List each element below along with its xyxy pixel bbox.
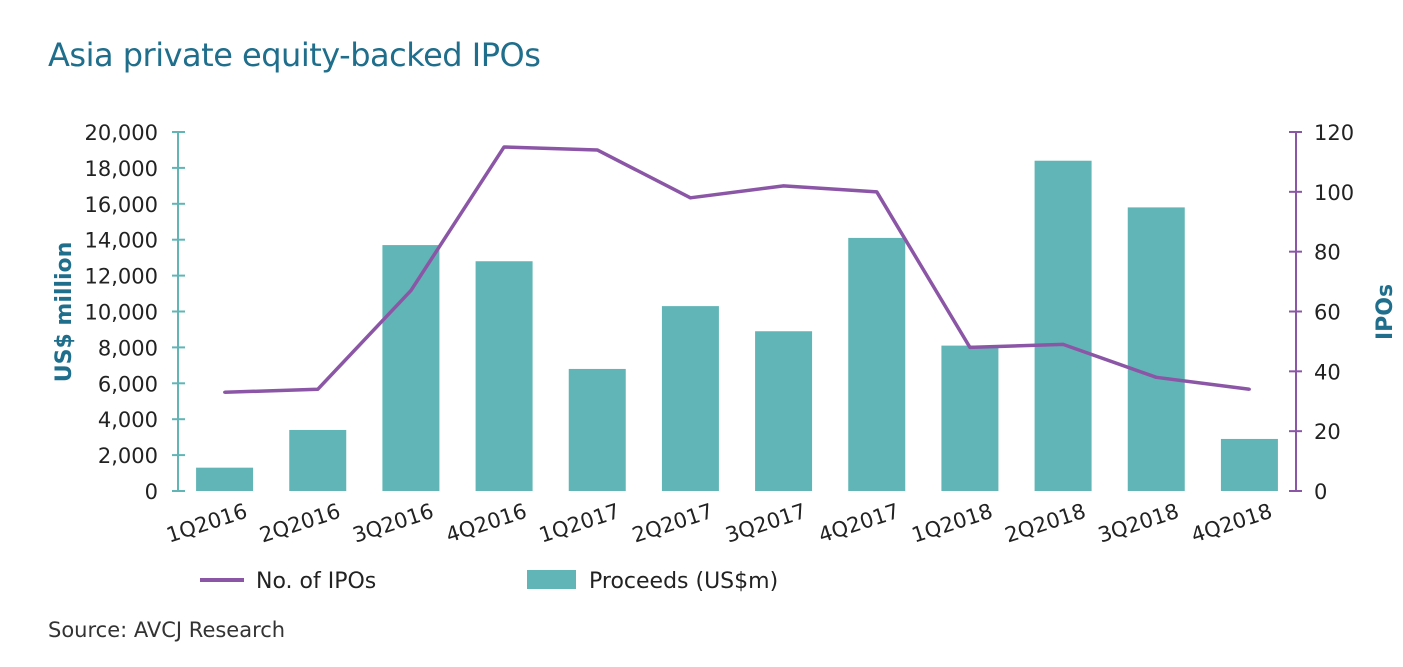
bar-1Q2018 <box>941 345 999 491</box>
right-axis-tick-label: 60 <box>1314 301 1341 325</box>
source-note: Source: AVCJ Research <box>48 618 286 642</box>
left-axis-tick-label: 6,000 <box>98 372 158 396</box>
left-axis-tick-label: 4,000 <box>98 408 158 432</box>
x-tick-label: 4Q2017 <box>816 499 903 548</box>
line-series <box>223 145 1251 395</box>
x-tick-label: 2Q2018 <box>1002 499 1089 548</box>
bar-3Q2016 <box>382 245 440 491</box>
ipo-point-2Q2017 <box>688 196 692 200</box>
bar-3Q2018 <box>1127 207 1185 491</box>
x-tick-label: 3Q2018 <box>1095 499 1182 548</box>
ipo-point-4Q2016 <box>502 145 506 149</box>
legend-line-label: No. of IPOs <box>256 569 376 594</box>
legend: No. of IPOs Proceeds (US$m) <box>200 569 778 594</box>
ipo-point-4Q2017 <box>875 190 879 194</box>
bar-2Q2017 <box>661 306 719 491</box>
bar-1Q2016 <box>196 467 254 491</box>
bar-4Q2018 <box>1220 438 1278 491</box>
right-axis-tick-label: 80 <box>1314 241 1341 265</box>
right-axis: 0 20 40 60 80 100 120 <box>1289 121 1354 504</box>
right-axis-tick-label: 40 <box>1314 360 1341 384</box>
bar-1Q2017 <box>568 368 626 491</box>
ipo-point-3Q2018 <box>1154 375 1158 379</box>
bar-4Q2017 <box>848 237 906 491</box>
x-tick-label: 1Q2016 <box>163 499 250 548</box>
ipo-point-2Q2016 <box>316 387 320 391</box>
legend-bar-swatch <box>527 570 576 589</box>
ipo-point-1Q2018 <box>968 345 972 349</box>
right-axis-tick-label: 20 <box>1314 420 1341 444</box>
left-axis-tick-label: 2,000 <box>98 444 158 468</box>
bar-4Q2016 <box>475 261 533 491</box>
right-axis-tick-label: 120 <box>1314 121 1354 145</box>
chart-title: Asia private equity-backed IPOs <box>48 36 541 74</box>
x-axis-labels: 1Q2016 2Q2016 3Q2016 4Q2016 1Q2017 2Q2017 3Q20… <box>163 499 1275 548</box>
bar-2Q2018 <box>1034 160 1092 491</box>
x-tick-label: 1Q2017 <box>536 499 623 548</box>
left-axis-tick-label: 10,000 <box>85 301 158 325</box>
left-axis-tick-label: 18,000 <box>85 157 158 181</box>
left-axis-tick-label: 8,000 <box>98 336 158 360</box>
left-axis-tick-label: 14,000 <box>85 229 158 253</box>
x-tick-label: 4Q2016 <box>443 499 530 548</box>
ipo-count-line <box>224 145 1250 395</box>
x-tick-label: 3Q2016 <box>350 499 437 548</box>
left-axis-tick-label: 12,000 <box>85 265 158 289</box>
y-axis-title: US$ million <box>52 242 77 383</box>
left-axis-tick-label: 16,000 <box>85 193 158 217</box>
ipo-point-3Q2016 <box>409 289 413 293</box>
left-axis-tick-label: 20,000 <box>85 121 158 145</box>
left-axis-tick-label: 0 <box>145 480 158 504</box>
x-tick-label: 2Q2017 <box>629 499 716 548</box>
x-tick-label: 3Q2017 <box>722 499 809 548</box>
bar-3Q2017 <box>755 331 813 491</box>
ipo-point-2Q2018 <box>1061 342 1065 346</box>
ipo-point-1Q2016 <box>223 390 227 394</box>
legend-bar-label: Proceeds (US$m) <box>589 569 778 594</box>
x-tick-label: 2Q2016 <box>257 499 344 548</box>
bar-2Q2016 <box>289 429 347 491</box>
ipo-point-4Q2018 <box>1247 387 1251 391</box>
ipo-point-1Q2017 <box>595 148 599 152</box>
ipo-point-3Q2017 <box>782 184 786 188</box>
x-tick-label: 4Q2018 <box>1188 499 1275 548</box>
bar-series <box>196 160 1278 491</box>
y2-axis-title: IPOs <box>1373 284 1398 340</box>
left-axis: 0 2,000 4,000 6,000 8,000 10,000 12,000 14,000 1… <box>85 121 185 504</box>
right-axis-tick-label: 0 <box>1314 480 1327 504</box>
x-tick-label: 1Q2018 <box>909 499 996 548</box>
right-axis-tick-label: 100 <box>1314 181 1354 205</box>
